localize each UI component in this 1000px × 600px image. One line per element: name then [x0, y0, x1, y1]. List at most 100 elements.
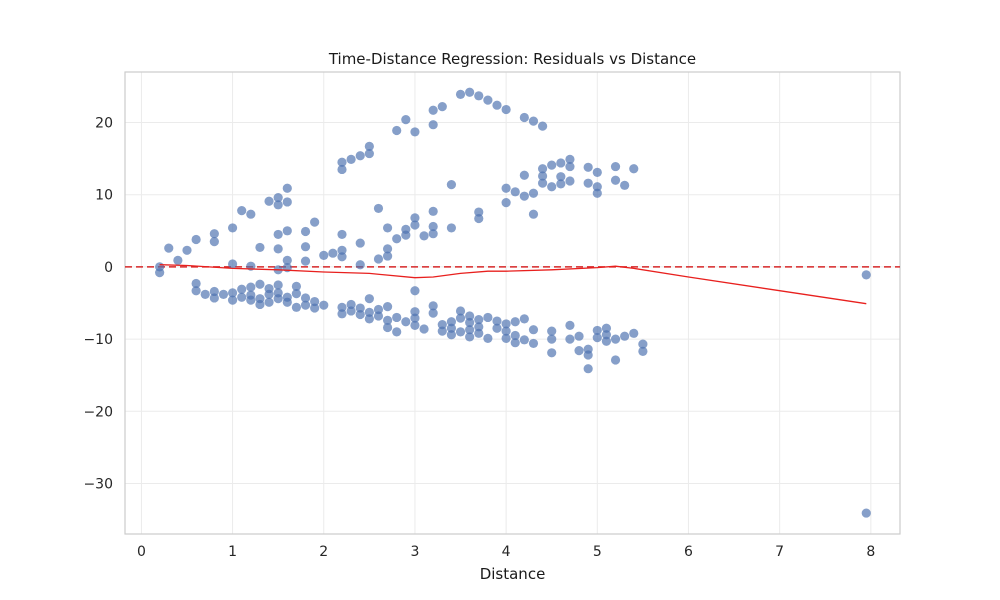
data-point [164, 243, 174, 253]
data-point [528, 209, 539, 219]
x-axis-label: Distance [480, 565, 546, 583]
data-point [583, 162, 593, 172]
data-point [346, 299, 356, 310]
data-point [264, 297, 274, 307]
data-point [528, 116, 539, 126]
data-point [519, 314, 529, 324]
data-point [474, 322, 484, 332]
data-point [861, 270, 871, 280]
data-point [574, 346, 584, 356]
data-point [638, 339, 648, 349]
data-point [191, 286, 201, 296]
data-point [337, 245, 347, 255]
data-point [300, 242, 311, 252]
data-point [565, 334, 575, 344]
data-point [246, 295, 256, 305]
data-point [373, 311, 384, 321]
data-point [282, 197, 292, 207]
data-point [547, 326, 557, 336]
data-point [300, 293, 311, 303]
data-point [255, 279, 265, 289]
data-point [182, 245, 192, 255]
data-point [428, 206, 438, 216]
data-point [401, 230, 411, 240]
data-point [355, 260, 365, 270]
data-point [510, 187, 520, 197]
data-point [355, 238, 365, 248]
data-point [300, 226, 311, 237]
x-tick-label: 1 [228, 544, 237, 560]
data-point [483, 95, 493, 105]
data-point [419, 324, 429, 334]
data-point [465, 332, 475, 342]
data-point [556, 158, 566, 168]
data-point [291, 302, 302, 312]
data-point [428, 105, 438, 115]
data-point [282, 226, 292, 236]
data-point [537, 178, 548, 188]
data-point [291, 289, 302, 299]
data-point [227, 288, 238, 298]
data-point [291, 281, 302, 291]
data-point [455, 327, 466, 337]
data-point [446, 330, 457, 340]
data-point [337, 164, 347, 175]
data-point [273, 244, 283, 254]
data-point [565, 161, 575, 172]
data-point [437, 102, 447, 112]
data-point [209, 293, 219, 303]
data-point [319, 250, 329, 260]
y-tick-label: −10 [83, 332, 113, 348]
data-point [528, 188, 539, 198]
data-point [401, 115, 411, 125]
data-point [474, 207, 484, 217]
data-point [273, 193, 283, 203]
data-point [310, 303, 320, 313]
trend-line [159, 264, 867, 305]
data-point [364, 307, 374, 317]
data-point [446, 323, 457, 333]
data-point [565, 154, 575, 164]
x-tick-label: 5 [593, 544, 602, 560]
data-point [610, 175, 621, 185]
data-point [547, 348, 557, 358]
data-point [264, 289, 274, 299]
data-point [537, 164, 548, 174]
data-point [483, 312, 493, 323]
data-point [328, 248, 338, 258]
data-point [227, 295, 238, 305]
data-point [601, 330, 612, 340]
data-point [410, 286, 420, 296]
data-point [364, 148, 374, 159]
data-point [382, 223, 393, 233]
data-point [519, 191, 529, 201]
data-point [382, 251, 393, 261]
y-tick-label: −30 [83, 476, 113, 492]
data-point [346, 306, 356, 316]
data-point [565, 176, 575, 186]
x-tick-label: 3 [410, 544, 419, 560]
data-point [337, 252, 347, 262]
data-point [510, 317, 520, 327]
data-point [337, 157, 347, 167]
data-point [255, 242, 265, 253]
data-point [282, 255, 292, 266]
data-point [392, 234, 402, 244]
data-point [501, 198, 511, 208]
data-point [255, 299, 265, 310]
data-point [364, 141, 374, 151]
data-point [209, 229, 219, 239]
data-point [583, 178, 593, 188]
data-point [592, 188, 602, 198]
smoothed-trend-line [159, 264, 867, 305]
y-tick-label: 20 [95, 116, 113, 132]
data-point [547, 182, 557, 192]
data-point [592, 325, 602, 336]
data-point [556, 172, 566, 182]
data-point [273, 280, 283, 290]
data-point [528, 325, 539, 335]
data-point [483, 333, 493, 343]
data-point [601, 336, 612, 346]
data-point [319, 300, 329, 310]
data-point [173, 255, 183, 266]
